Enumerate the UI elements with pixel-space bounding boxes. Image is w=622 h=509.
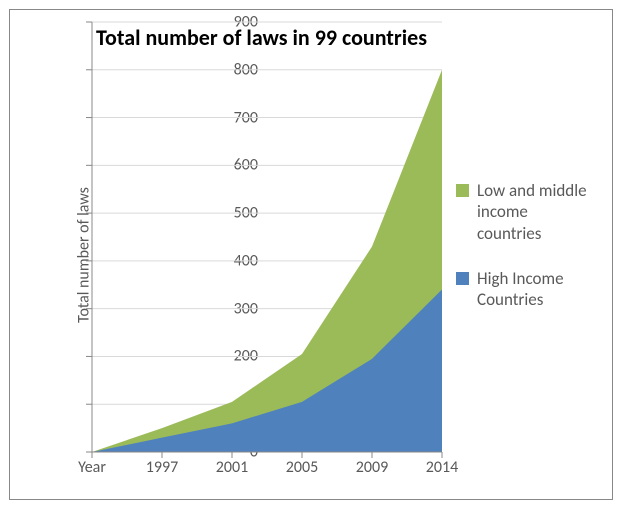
legend-item: High Income Countries (456, 268, 596, 311)
x-tick-label: 2005 (286, 458, 318, 477)
x-tick-label: 2001 (216, 458, 248, 477)
chart-container: Total number of laws in 99 countries Tot… (9, 9, 613, 500)
legend: Low and middle income countries High Inco… (456, 180, 596, 334)
area-chart-svg (92, 22, 442, 452)
x-tick-label: 1997 (146, 458, 178, 477)
legend-swatch (456, 184, 469, 197)
x-tick-label: 2009 (356, 458, 388, 477)
legend-label: High Income Countries (477, 268, 596, 311)
y-axis-label: Total number of laws (74, 187, 93, 323)
legend-label: Low and middle income countries (477, 180, 596, 244)
legend-item: Low and middle income countries (456, 180, 596, 244)
plot-area (92, 22, 442, 452)
legend-swatch (456, 272, 469, 285)
x-tick-label: 2014 (426, 458, 458, 477)
x-tick-label: Year (78, 458, 106, 477)
page-frame: Total number of laws in 99 countries Tot… (0, 0, 622, 509)
